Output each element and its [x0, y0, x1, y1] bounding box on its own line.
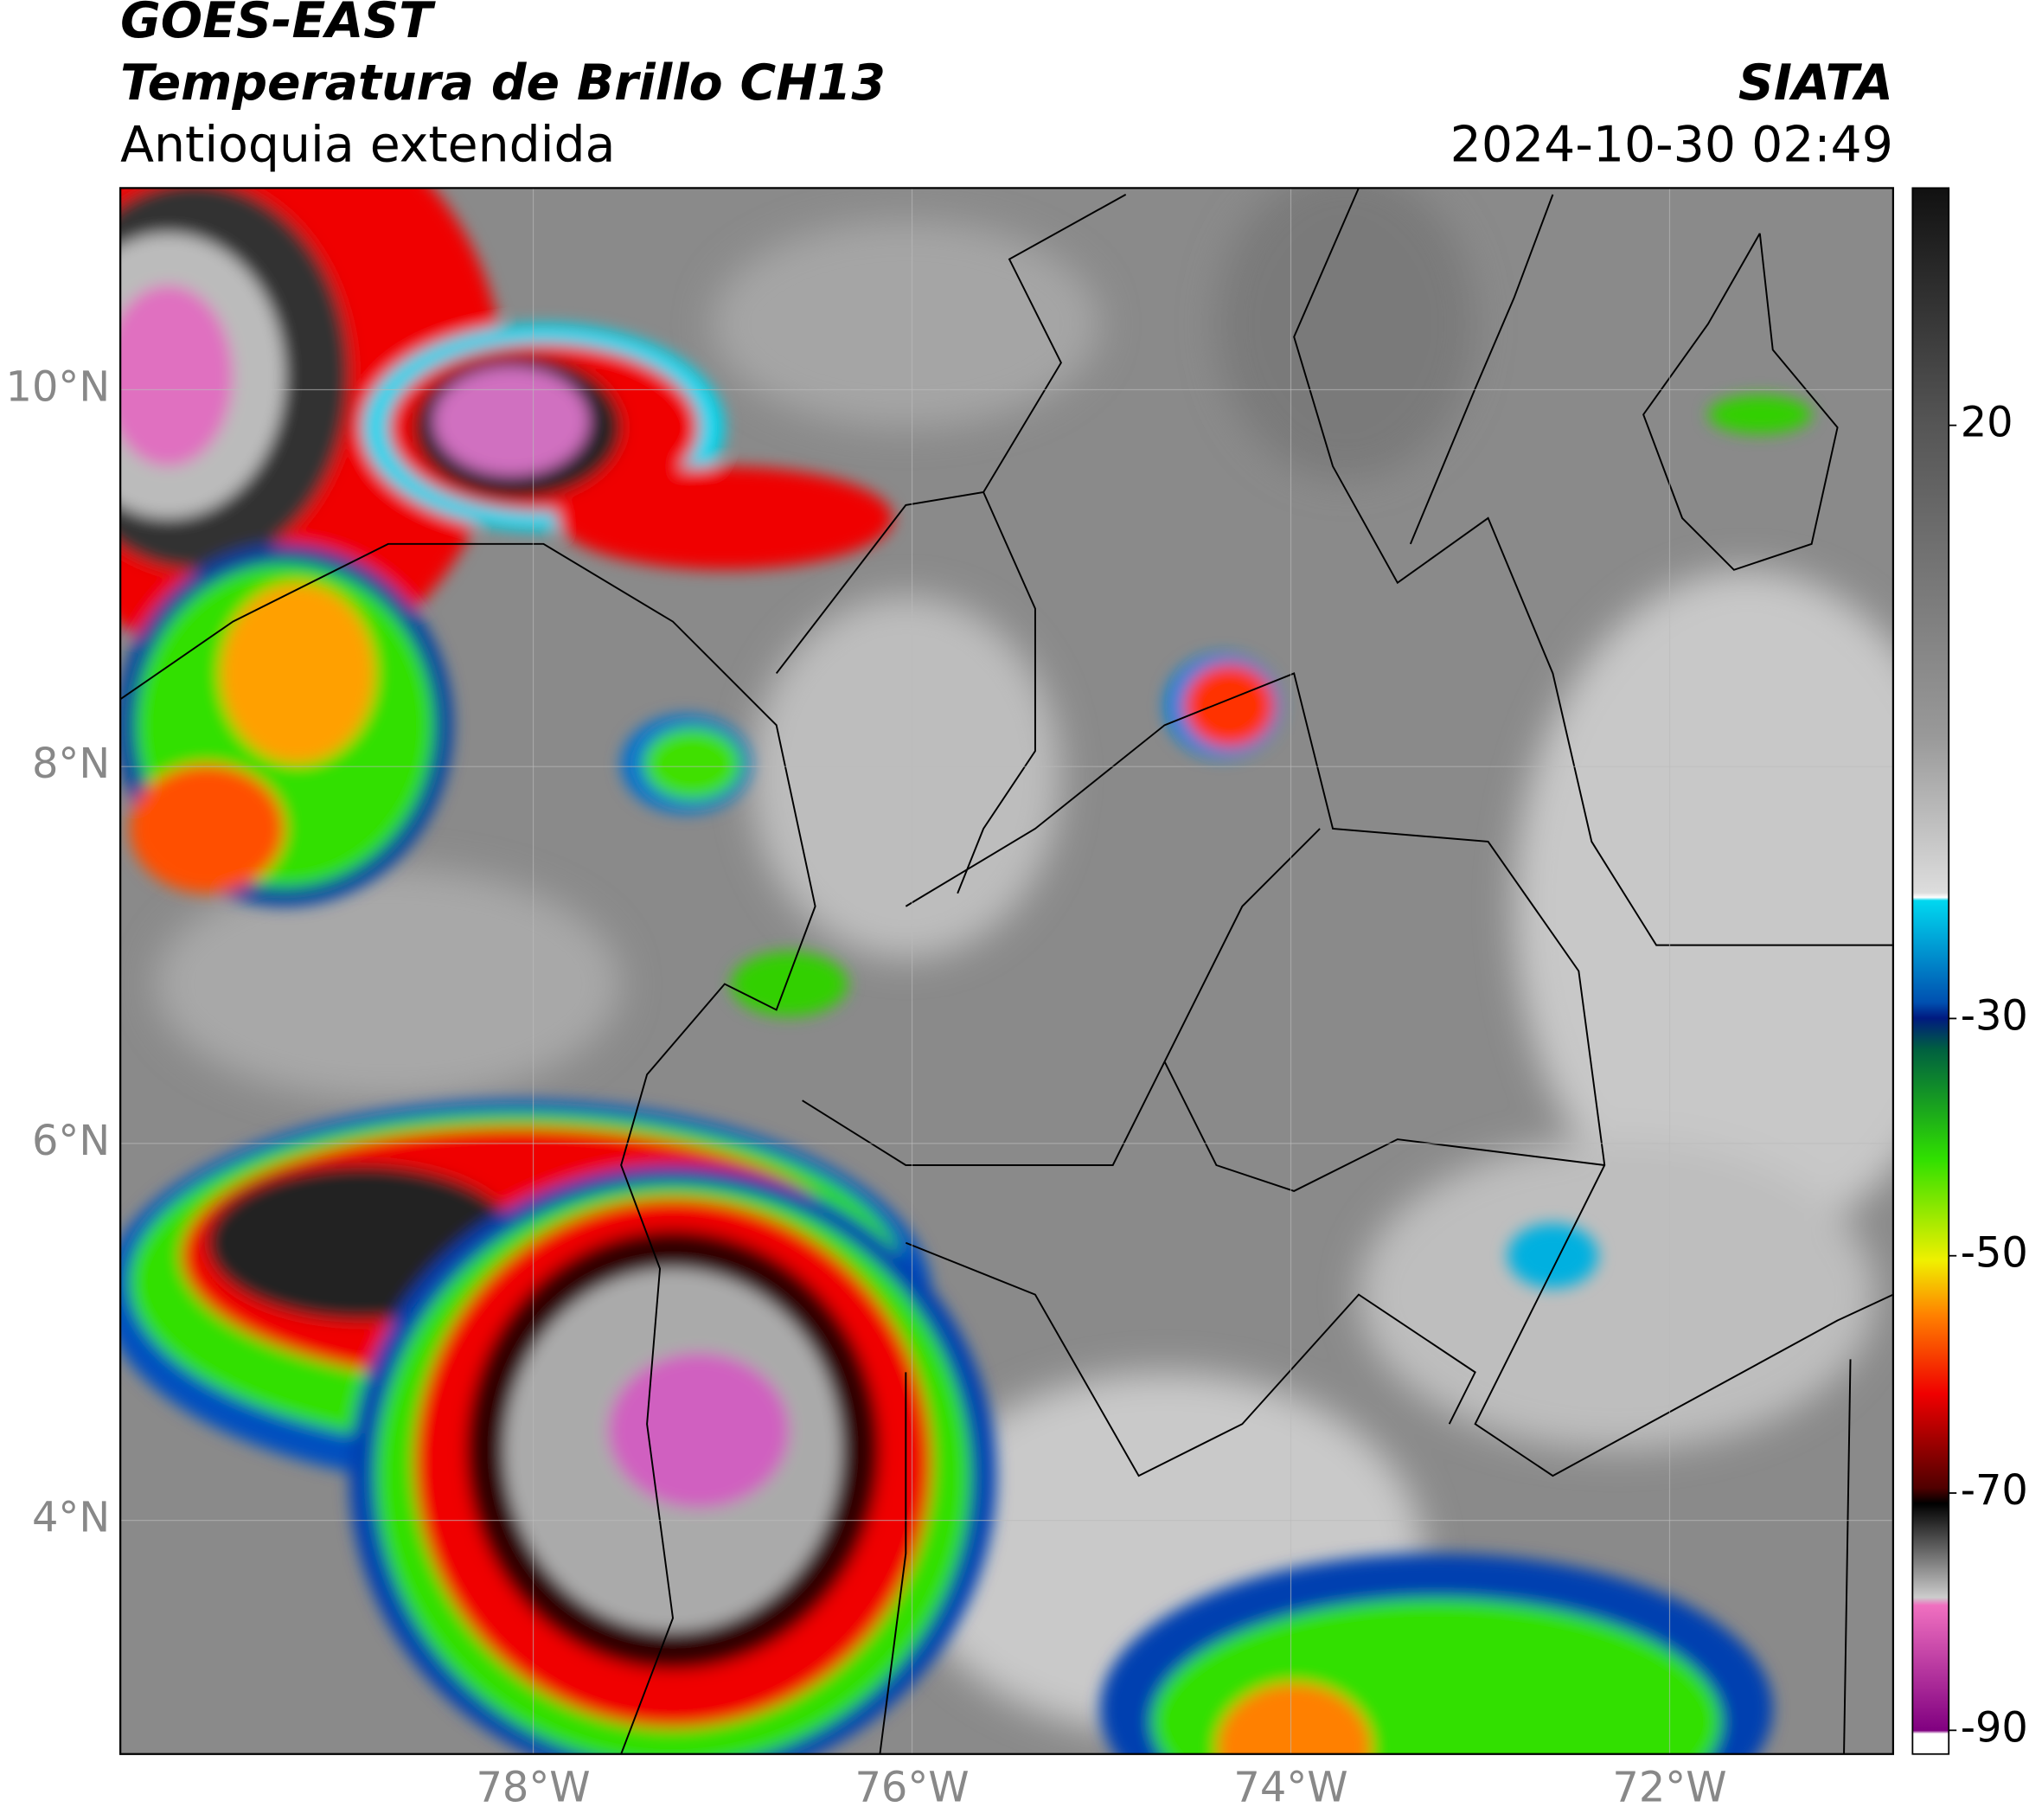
x-tick-label: 76°W — [854, 1765, 969, 1812]
region: Antioquia extendida — [120, 117, 615, 174]
timestamp: 2024-10-30 02:49 — [1450, 117, 1893, 174]
map-frame — [119, 187, 1895, 1755]
subtitle: Temperatura de Brillo CH13 — [120, 54, 886, 112]
y-tick-label: 8°N — [32, 740, 110, 788]
satellite-image — [120, 188, 1893, 1754]
x-tick-label: 74°W — [1233, 1765, 1347, 1812]
y-tick-label: 10°N — [6, 363, 111, 411]
colorbar-tick-label: -50 — [1961, 1230, 2028, 1278]
title: GOES-EAST — [120, 0, 436, 49]
colorbar — [1911, 187, 1950, 1755]
x-tick-label: 72°W — [1612, 1765, 1726, 1812]
y-tick-label: 6°N — [32, 1118, 110, 1165]
agency: SIATA — [1738, 54, 1893, 112]
x-tick-label: 78°W — [476, 1765, 590, 1812]
colorbar-tick-label: -30 — [1961, 992, 2028, 1040]
colorbar-tick-label: -90 — [1961, 1704, 2028, 1752]
grid — [120, 188, 1893, 1754]
colorbar-tick-label: 20 — [1961, 400, 2013, 447]
y-tick-label: 4°N — [32, 1495, 110, 1542]
borders — [120, 188, 1893, 1754]
colorbar-tick-label: -70 — [1961, 1467, 2028, 1515]
